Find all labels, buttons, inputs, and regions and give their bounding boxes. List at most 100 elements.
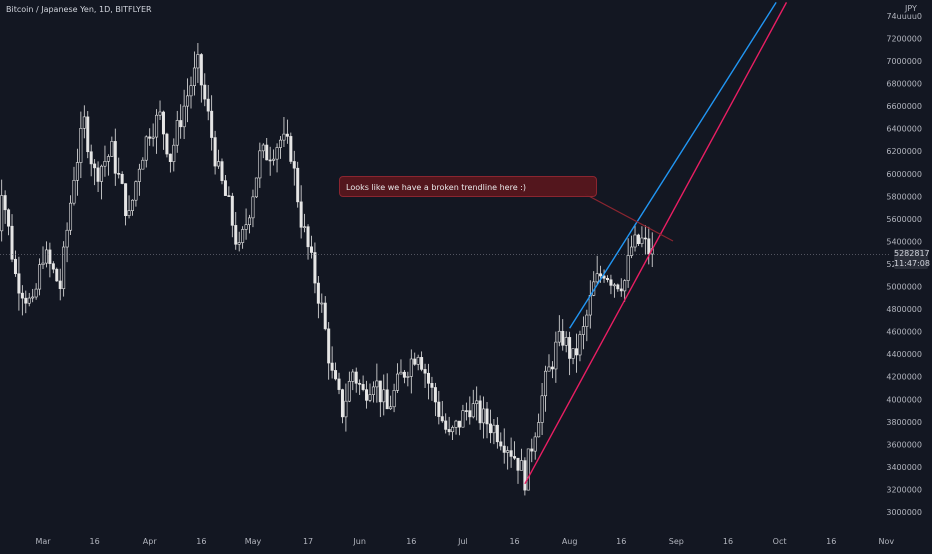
candle (103, 145, 107, 177)
candle (344, 383, 348, 432)
candle (210, 95, 214, 151)
candle (499, 432, 503, 451)
candle (230, 192, 234, 238)
candle (316, 276, 320, 319)
price-tick-label: 4000000 (886, 395, 922, 404)
price-tick-label: 7000000 (886, 57, 922, 66)
candle (571, 348, 575, 365)
annotation-callout[interactable]: Looks like we have a broken trendline he… (339, 176, 597, 197)
price-tick-label: 5800000 (886, 192, 922, 201)
candle (130, 199, 134, 216)
candle (547, 354, 551, 372)
candle (55, 267, 59, 282)
candle (217, 149, 221, 169)
candle (506, 446, 510, 470)
last-price-value: 5282817 (894, 249, 930, 258)
candle (530, 438, 534, 463)
price-tick-label: 6800000 (886, 80, 922, 89)
candle (533, 432, 537, 460)
candle (165, 132, 169, 158)
time-axis[interactable]: Mar 16 Apr 16 May 17 Jun 16 Jul 16 Aug 16 Sep 16 Oct 16… (35, 537, 894, 546)
price-tick-label: 3000000 (886, 508, 922, 517)
candle (485, 401, 489, 439)
countdown-timer: 11:47:08 (894, 259, 930, 268)
candle (482, 396, 486, 439)
candle (358, 379, 362, 395)
candle (430, 376, 434, 401)
candle (20, 285, 24, 316)
price-tick-label: 4400000 (886, 350, 922, 359)
candle (340, 388, 344, 424)
candle (69, 195, 73, 235)
candle (368, 383, 372, 403)
candle (161, 110, 165, 150)
candle (365, 380, 369, 409)
candle (385, 373, 389, 410)
candle (192, 51, 196, 96)
candle (609, 274, 613, 295)
candle (550, 361, 554, 379)
trendlines[interactable] (524, 1, 788, 485)
time-tick-label: Oct (773, 537, 787, 546)
candle (3, 190, 7, 224)
candle (196, 43, 200, 83)
candle (124, 183, 128, 226)
candle (144, 135, 148, 168)
candle (7, 208, 11, 236)
candle (588, 280, 592, 329)
symbol-title: Bitcoin / Japanese Yen, 1D, BITFLYER (6, 5, 152, 14)
candle (313, 242, 317, 294)
candle (640, 226, 644, 248)
price-tick-label: 6600000 (886, 102, 922, 111)
candle (251, 189, 255, 228)
time-tick-label: Jul (457, 537, 468, 546)
candle (509, 437, 513, 468)
candle (110, 136, 114, 157)
candle (437, 390, 441, 425)
time-tick-label: Apr (143, 537, 158, 546)
candle (220, 158, 224, 185)
time-tick-label: 16 (826, 537, 836, 546)
candle (10, 214, 14, 263)
candle (278, 135, 282, 159)
price-tick-label: 4800000 (886, 305, 922, 314)
candle (303, 213, 307, 233)
candle (378, 380, 382, 418)
candle (375, 363, 379, 403)
candle (44, 241, 48, 268)
trendline-lower[interactable] (524, 2, 788, 485)
price-tick-label: 3800000 (886, 418, 922, 427)
time-tick-label: 17 (303, 537, 313, 546)
currency-label: JPY (905, 4, 917, 13)
candle (330, 346, 334, 379)
last-price-tag: 5282817 11:47:08 (894, 249, 930, 269)
candle (127, 195, 131, 219)
candle (454, 419, 458, 435)
candle (544, 365, 548, 412)
candle (647, 226, 651, 265)
time-tick-label: Nov (878, 537, 894, 546)
candle (616, 283, 620, 292)
candle (41, 246, 45, 270)
trendline-upper[interactable] (569, 1, 777, 329)
candle (248, 214, 252, 234)
candle (113, 128, 117, 186)
candle (151, 123, 155, 147)
candle (265, 137, 269, 161)
candle (495, 417, 499, 449)
candle (351, 369, 355, 391)
candle (492, 418, 496, 445)
candle (234, 212, 238, 250)
candle (554, 331, 558, 383)
candle (244, 208, 248, 240)
candle (189, 76, 193, 109)
price-tick-label: 5000000 (886, 283, 922, 292)
candle (564, 331, 568, 353)
time-tick-label: May (245, 537, 262, 546)
candle (636, 233, 640, 246)
price-tick-label: 4600000 (886, 328, 922, 337)
candle (461, 404, 465, 428)
candle (447, 416, 451, 436)
